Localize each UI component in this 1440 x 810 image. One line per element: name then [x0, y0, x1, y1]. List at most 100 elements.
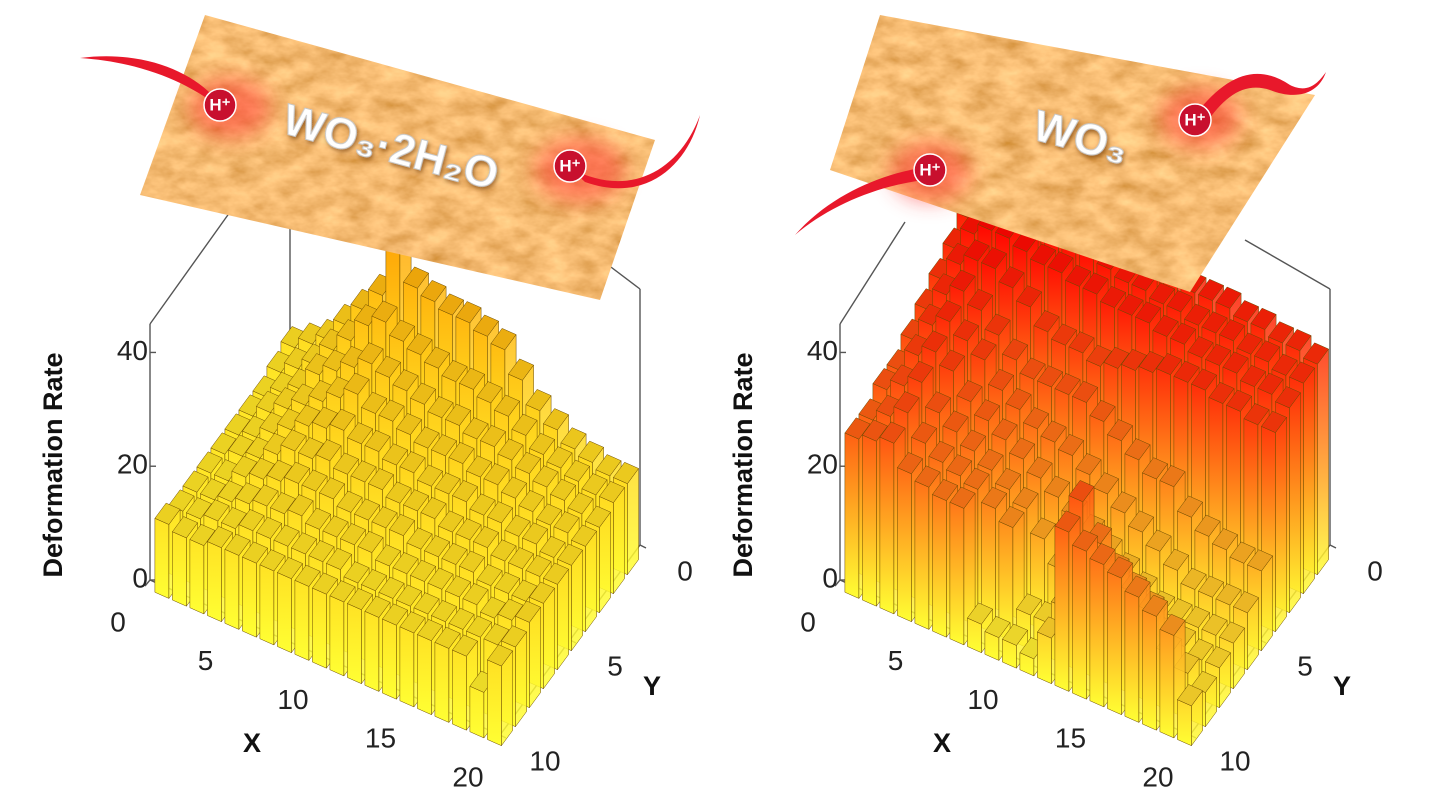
bar-top: [347, 588, 373, 611]
bar-top: [469, 493, 496, 516]
x-tick-label: 5: [888, 645, 904, 676]
bar-top: [322, 515, 349, 538]
bar-top: [977, 448, 1004, 471]
proton: [203, 88, 237, 122]
bar-top: [476, 381, 503, 404]
bar-top: [1005, 387, 1032, 410]
bar-top: [1128, 510, 1154, 533]
bar-top: [963, 239, 990, 262]
bar-top: [571, 524, 597, 547]
bar-top: [343, 372, 370, 395]
bar-top: [280, 429, 307, 452]
bar-top: [550, 478, 576, 501]
bar-top: [266, 459, 293, 482]
bar-top: [1233, 591, 1259, 614]
bar-top: [1170, 322, 1196, 345]
bar-top: [448, 607, 475, 630]
bar-top: [515, 451, 541, 474]
bar-top: [308, 540, 335, 563]
bar-top: [515, 600, 541, 623]
bar-top: [364, 429, 391, 452]
bar-side: [515, 631, 527, 728]
bar-top: [196, 451, 223, 474]
bar-top: [553, 511, 580, 534]
bar: [949, 486, 976, 646]
bar-top: [420, 497, 447, 520]
bar-top: [1037, 365, 1063, 388]
bar-top: [1044, 475, 1070, 498]
bar-top: [991, 418, 1018, 441]
bar-top: [217, 480, 244, 503]
bar-front: [897, 467, 912, 623]
bar-front: [347, 603, 362, 685]
bar-top: [1002, 338, 1028, 361]
bar-side: [627, 467, 639, 576]
bar-top: [1198, 278, 1224, 301]
bar-top: [1075, 453, 1102, 476]
bar-top: [266, 350, 293, 373]
bar-top: [1033, 310, 1060, 333]
bar-top: [273, 387, 300, 410]
bar-side: [501, 650, 513, 747]
bar-top: [1166, 290, 1193, 313]
bar-top: [939, 349, 965, 372]
bar-top: [1247, 549, 1273, 572]
bar-side: [571, 549, 583, 652]
bar-top: [1289, 361, 1315, 384]
y-tick-label: 10: [1219, 745, 1250, 776]
bar-top: [1229, 541, 1256, 564]
bar-front: [154, 517, 170, 599]
bar-top: [270, 492, 296, 515]
bar-top: [967, 602, 993, 625]
bar-top: [1089, 543, 1116, 566]
bar-top: [504, 514, 531, 537]
bar-top: [1072, 380, 1098, 403]
bar-top: [511, 413, 538, 436]
bar-top: [858, 398, 885, 421]
bar-top: [277, 557, 303, 580]
bar-top: [434, 626, 461, 649]
bar-front: [879, 436, 895, 615]
bar-top: [319, 477, 345, 500]
bar-top: [490, 539, 517, 562]
bar-front: [242, 556, 257, 638]
bar-top: [333, 452, 359, 475]
bar-top: [1030, 517, 1056, 540]
bar-top: [438, 510, 464, 533]
z-tick-label: 0: [822, 562, 838, 593]
bar-top: [1124, 438, 1151, 461]
bar-top: [1219, 319, 1245, 342]
bar-top: [599, 480, 625, 503]
bar-top: [1142, 594, 1168, 617]
bar-top: [1054, 373, 1081, 396]
axis-edge: [839, 221, 906, 325]
bar-top: [389, 319, 415, 342]
bar-top: [200, 478, 226, 501]
bar-front: [1089, 558, 1105, 708]
bar-top: [613, 461, 639, 484]
labels: 0 20 40 0 5 10 15 20 0 5 10 Deformation Rate X Y 0 20 40…: [38, 335, 1383, 793]
bar-top: [981, 247, 1007, 270]
bar-top: [1051, 323, 1077, 346]
bar-top: [1107, 419, 1133, 442]
bar-front: [434, 641, 450, 723]
axis-edge: [149, 204, 236, 325]
bar-top: [483, 463, 510, 486]
bar-top: [399, 611, 426, 634]
bars: [154, 148, 1329, 747]
bar-top: [242, 415, 268, 438]
y-tick-label: 0: [1367, 555, 1383, 586]
bar-top: [1054, 510, 1081, 533]
bar: [967, 602, 993, 654]
bar-top: [238, 394, 265, 417]
bar-top: [1103, 346, 1130, 369]
bar-top: [284, 347, 310, 370]
bar-top: [487, 644, 513, 667]
bar-top: [459, 550, 485, 573]
proton-label: H⁺: [919, 160, 940, 179]
bar-front: [487, 659, 502, 747]
bar-top: [487, 501, 513, 524]
x-tick-label: 20: [452, 761, 483, 792]
